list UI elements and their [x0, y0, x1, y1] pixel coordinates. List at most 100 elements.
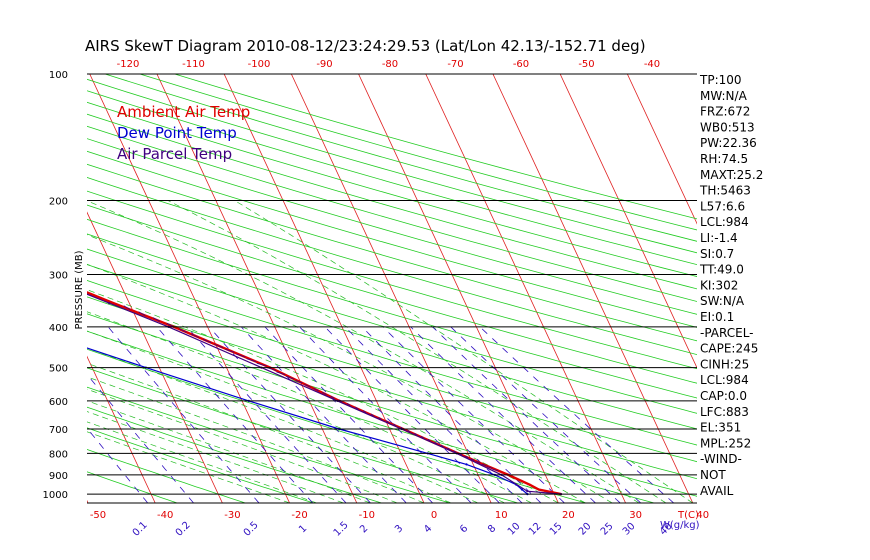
cape-hatch [276, 371, 286, 376]
index-entry: MW:N/A [700, 89, 748, 103]
cape-hatch [476, 461, 481, 464]
index-entry: KI:302 [700, 278, 738, 292]
index-entry: LCL:984 [700, 215, 749, 229]
dry-adiabat-line [87, 163, 697, 342]
y-tick-label: 300 [49, 270, 68, 281]
moist-adiabat-line [87, 234, 613, 503]
cape-hatch [347, 403, 351, 407]
cape-hatch [470, 458, 475, 461]
moist-adiabat-line [87, 311, 532, 503]
index-entry: NOT [700, 468, 726, 482]
series-point [41, 273, 43, 275]
series-point [111, 301, 114, 304]
isotherm-line [223, 74, 425, 503]
y-tick-label: 100 [49, 70, 68, 81]
y-tick-label: 200 [49, 196, 68, 207]
isotherm-line [87, 355, 156, 503]
index-entry: MAXT:25.2 [700, 168, 763, 182]
mixing-ratio-label: 1 [297, 523, 309, 535]
dry-adiabat-line [87, 138, 697, 315]
index-entry: SW:N/A [700, 294, 745, 308]
y-tick-label: 600 [49, 397, 68, 408]
top-temp-tick: -80 [382, 59, 398, 70]
top-temp-tick: -40 [644, 59, 660, 70]
cape-hatch [285, 375, 294, 380]
bottom-temp-tick: 0 [431, 510, 437, 521]
index-entry: SI:0.7 [700, 247, 734, 261]
y-tick-label: 800 [49, 449, 68, 460]
mixing-ratio-label: 25 [599, 521, 616, 538]
isotherm-line [559, 74, 697, 369]
mixing-ratio-line [264, 326, 433, 503]
isotherm-line [626, 74, 697, 225]
index-entry: TH:5463 [699, 184, 751, 198]
bottom-temp-tick: -30 [224, 510, 240, 521]
cape-hatch [363, 410, 367, 413]
index-entry: -PARCEL- [700, 326, 754, 340]
dry-adiabat-line [87, 449, 246, 503]
moist-adiabat-line [87, 376, 425, 503]
index-entry: -WIND- [700, 452, 742, 466]
mixing-ratio-label: 0.5 [242, 520, 261, 539]
cape-hatch [321, 391, 327, 396]
cape-hatch [378, 416, 382, 420]
index-entry: PW:22.36 [700, 136, 757, 150]
bottom-temp-tick: -20 [291, 510, 307, 521]
dry-adiabat-line [87, 406, 382, 503]
cape-hatch [492, 468, 499, 472]
mixing-ratio-line [410, 326, 596, 503]
dry-adiabat-line [87, 101, 697, 277]
mixing-ratio-line [156, 326, 314, 503]
mixing-ratio-label: 2 [358, 523, 370, 535]
cape-hatch [295, 379, 303, 384]
cape-hatch [385, 420, 389, 423]
moist-adiabat-line [167, 200, 667, 503]
bottom-temp-tick: 30 [629, 510, 642, 521]
dry-adiabat-line [87, 280, 697, 463]
mixing-ratio-line [324, 326, 500, 503]
index-entry: CAP:0.0 [700, 389, 747, 403]
index-entry: TT:49.0 [699, 263, 744, 277]
bottom-temp-tick: 10 [495, 510, 508, 521]
moist-adiabat-line [87, 289, 559, 503]
isotherm-line [89, 74, 290, 503]
index-entry: LCL:984 [700, 373, 749, 387]
index-entry: EL:351 [700, 421, 741, 435]
cape-hatch [421, 435, 424, 439]
dry-adiabat-line [87, 90, 697, 266]
dry-adiabat-line [87, 113, 697, 290]
index-entry: FRZ:672 [700, 105, 750, 119]
index-entry: RH:74.5 [700, 152, 748, 166]
cape-hatch [486, 466, 493, 469]
series-point [108, 302, 111, 305]
top-temp-tick: -60 [513, 59, 529, 70]
dry-adiabat-line [87, 190, 697, 370]
cape-hatch [440, 444, 444, 448]
moist-adiabat-line [87, 400, 371, 503]
series-point [15, 261, 17, 263]
dry-adiabat-line [87, 386, 450, 503]
bottom-temp-tick: 20 [562, 510, 575, 521]
dry-adiabat-line [87, 367, 519, 503]
mixing-ratio-label: 20 [577, 521, 594, 538]
chart-title-group: AIRS SkewT Diagram 2010-08-12/23:24:29.5… [85, 37, 646, 55]
cape-hatch [481, 463, 487, 467]
mixing-ratio-label: 30 [621, 521, 638, 538]
legend-entry: Air Parcel Temp [117, 145, 232, 163]
dry-adiabat-line [87, 471, 178, 503]
bottom-temp-tick: 40 [696, 510, 709, 521]
dry-adiabat-line [87, 233, 697, 414]
series-line-dewpoint [87, 347, 528, 495]
legend-entry: Ambient Air Temp [117, 103, 250, 121]
top-temp-tick: -90 [316, 59, 332, 70]
dry-adiabat-line [87, 427, 314, 503]
mixing-ratio-line [186, 326, 347, 503]
dry-adiabat-line [87, 125, 697, 302]
series-point [537, 488, 540, 491]
mixing-ratio-label: 4 [422, 523, 434, 535]
top-temp-tick: -120 [117, 59, 140, 70]
temp-unit-label: T(C) [677, 510, 699, 521]
index-entry: LFC:883 [700, 405, 749, 419]
cape-hatch [235, 353, 246, 358]
